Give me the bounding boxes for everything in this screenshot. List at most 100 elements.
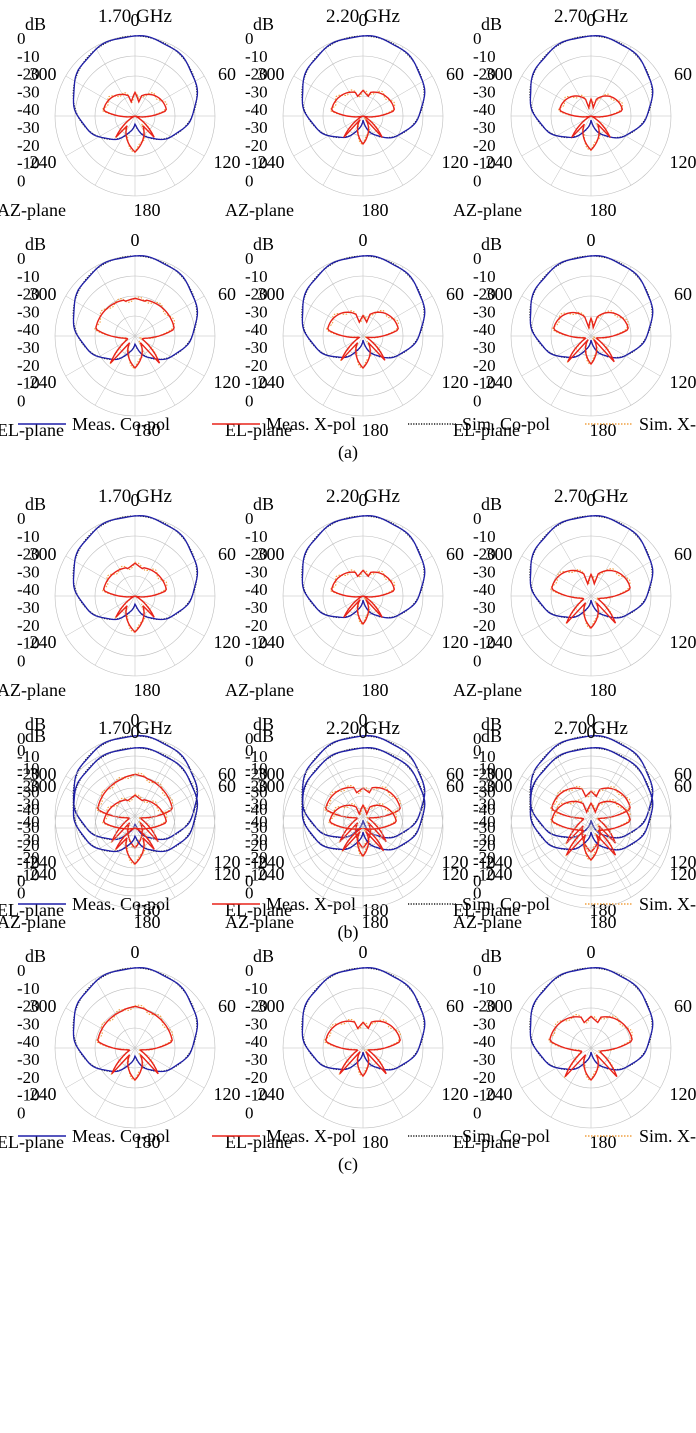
angle-tick-label: 60: [218, 544, 236, 564]
frequency-title: 2.20 GHz: [326, 718, 400, 739]
radial-tick-label: -40: [245, 580, 268, 599]
angle-tick-label: 60: [446, 284, 464, 304]
radial-tick-label: 0: [473, 729, 482, 748]
frequency-title: 2.70 GHz: [554, 6, 628, 27]
polar-panel: 060120180240300dB0-10-20-30-40-30-20-100…: [225, 722, 469, 932]
angle-tick-label: 60: [218, 64, 236, 84]
plane-label: EL-plane: [0, 900, 64, 920]
meas-co-pol-curve: [529, 967, 654, 1071]
angle-tick-label: 60: [446, 544, 464, 564]
angle-tick-label: 0: [359, 942, 368, 962]
radial-tick-label: -40: [17, 100, 40, 119]
db-unit-label: dB: [25, 726, 46, 746]
angle-tick-label: 120: [442, 632, 469, 652]
polar-grid-spoke: [65, 115, 136, 157]
polar-grid-spoke: [134, 115, 205, 157]
radial-tick-label: -20: [245, 777, 268, 796]
radial-tick-label: -30: [17, 1014, 40, 1033]
frequency-title: 2.20 GHz: [326, 486, 400, 507]
radial-tick-label: -30: [245, 338, 268, 357]
polar-grid-spoke: [134, 827, 205, 869]
sim-x-pol-curve: [96, 1004, 174, 1081]
angle-tick-label: 120: [670, 632, 696, 652]
polar-grid-spoke: [322, 827, 364, 898]
angle-tick-label: 240: [30, 1084, 57, 1104]
db-unit-label: dB: [25, 14, 46, 34]
meas-x-pol-curve: [97, 1005, 173, 1082]
polar-grid-spoke: [590, 295, 661, 337]
polar-grid-spoke: [94, 595, 136, 666]
db-unit-label: dB: [481, 714, 502, 734]
sim-x-pol-curve: [101, 792, 168, 865]
legend-label-meas-co: Meas. Co-pol: [72, 894, 170, 914]
radial-tick-label: -10: [473, 527, 496, 546]
meas-x-pol-curve: [330, 569, 396, 626]
radial-tick-label: 0: [17, 651, 26, 670]
meas-co-pol-curve: [72, 35, 199, 141]
group-caption: (b): [338, 922, 359, 943]
radial-tick-label: -20: [245, 285, 268, 304]
polar-grid-spoke: [590, 758, 632, 829]
radial-tick-label: -30: [473, 1050, 496, 1069]
meas-x-pol-curve: [102, 90, 168, 153]
angle-tick-label: 60: [674, 764, 692, 784]
plane-label: AZ-plane: [225, 680, 294, 700]
radial-tick-label: -10: [17, 634, 40, 653]
radial-tick-label: -30: [17, 598, 40, 617]
meas-co-pol-curve: [529, 255, 654, 359]
angle-tick-label: 180: [590, 200, 617, 220]
db-unit-label: dB: [25, 234, 46, 254]
angle-tick-label: 300: [258, 776, 285, 796]
angle-tick-label: 60: [446, 64, 464, 84]
db-unit-label: dB: [253, 14, 274, 34]
angle-tick-label: 0: [359, 722, 368, 742]
polar-grid-spoke: [590, 266, 632, 337]
frequency-title: 2.70 GHz: [554, 718, 628, 739]
polar-grid-spoke: [134, 787, 205, 829]
radial-tick-label: -10: [245, 747, 268, 766]
polar-grid-spoke: [362, 526, 404, 597]
radial-tick-label: -30: [473, 82, 496, 101]
frequency-title: 1.70 GHz: [98, 6, 172, 27]
meas-x-pol-curve: [102, 794, 168, 865]
radial-tick-label: -10: [473, 759, 496, 778]
radial-tick-label: 0: [473, 509, 482, 528]
figure-group: 1.70 GHz 2.20 GHz 2.70 GHz 0 60 120 180 240 300 d…: [0, 486, 696, 943]
radial-tick-label: -20: [245, 848, 268, 867]
radial-tick-label: -40: [473, 320, 496, 339]
radial-tick-label: 0: [245, 871, 254, 890]
radial-tick-label: -10: [473, 979, 496, 998]
legend-label-sim-x: Sim. X-pol: [639, 894, 696, 914]
polar-grid-spoke: [293, 1007, 364, 1049]
angle-tick-label: 300: [486, 996, 513, 1016]
radial-tick-label: 0: [245, 961, 254, 980]
legend-label-sim-co: Sim. Co-pol: [462, 414, 550, 434]
angle-tick-label: 0: [587, 942, 596, 962]
radial-tick-label: -20: [17, 545, 40, 564]
group-caption: (c): [338, 1154, 358, 1175]
angle-tick-label: 240: [30, 852, 57, 872]
db-unit-label: dB: [481, 234, 502, 254]
radial-tick-label: -30: [17, 118, 40, 137]
frequency-title: 1.70 GHz: [98, 718, 172, 739]
polar-grid-spoke: [362, 595, 404, 666]
radial-tick-label: 0: [17, 249, 26, 268]
polar-panel: 060120180240300dB0-10-20-30-40-30-20-100…: [225, 490, 469, 700]
polar-grid-spoke: [362, 1007, 433, 1049]
polar-grid-spoke: [65, 595, 136, 637]
polar-panel: 060120180240300dB0-10-20-30-40-30-20-100…: [453, 10, 696, 220]
radial-tick-label: -10: [245, 866, 268, 885]
meas-x-pol-curve: [95, 297, 175, 370]
db-unit-label: dB: [25, 714, 46, 734]
radial-tick-label: 0: [17, 961, 26, 980]
radial-tick-label: -20: [245, 836, 268, 855]
radial-tick-label: -40: [17, 580, 40, 599]
plane-label: EL-plane: [0, 1132, 64, 1152]
angle-tick-label: 180: [362, 1132, 389, 1152]
angle-tick-label: 0: [131, 230, 140, 250]
angle-tick-label: 180: [362, 900, 389, 920]
polar-panel: 060120180240300dB0-10-20-30-40-30-20-100…: [225, 942, 469, 1152]
radial-tick-label: -30: [17, 782, 40, 801]
radial-tick-label: -30: [473, 302, 496, 321]
